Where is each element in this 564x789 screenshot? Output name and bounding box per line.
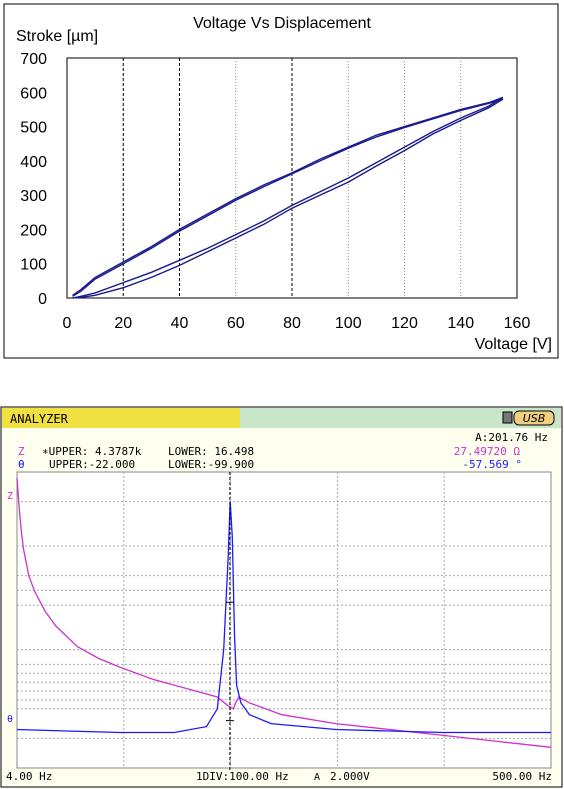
analyzer-header-right <box>240 408 561 428</box>
x-end-label: 500.00 Hz <box>492 770 552 783</box>
usb-indicator-icon <box>502 411 513 424</box>
y-tick-label: 400 <box>20 154 47 171</box>
y-tick-label: 500 <box>20 120 47 137</box>
theta-trace <box>16 501 551 734</box>
x-tick-label: 80 <box>283 315 301 332</box>
theta-axis-label: θ <box>7 714 13 725</box>
x-tick-label: 60 <box>227 315 245 332</box>
theta-label: θ <box>18 458 25 471</box>
x-tick-label: 100 <box>335 315 362 332</box>
x-tick-label: 40 <box>171 315 189 332</box>
voltage-label: 2.000V <box>330 770 370 783</box>
z-label: Z <box>18 445 25 458</box>
y-axis-label: Stroke [µm] <box>16 28 98 45</box>
chart-title: Voltage Vs Displacement <box>193 15 371 32</box>
y-tick-label: 0 <box>38 291 47 308</box>
analyzer-plot-area <box>16 471 552 769</box>
x-tick-label: 140 <box>447 315 474 332</box>
x-tick-label: 0 <box>63 315 72 332</box>
theta-value: -57.569 ° <box>462 458 522 471</box>
series-line-1 <box>72 96 504 296</box>
theta-upper: UPPER:-22.000 <box>49 458 135 471</box>
x-tick-label: 20 <box>114 315 132 332</box>
analyzer-panel: ANALYZER USB A:201.76 Hz Z ∗UPPER: 4.378… <box>0 406 563 788</box>
y-tick-label: 600 <box>20 85 47 102</box>
analyzer-title-bar <box>2 408 240 428</box>
marker-bottom-label: A <box>314 772 320 783</box>
x-tick-label: 120 <box>391 315 418 332</box>
z-upper: ∗UPPER: 4.3787k <box>42 445 142 458</box>
usb-badge <box>513 410 555 426</box>
z-axis-label: Z <box>7 491 13 502</box>
y-tick-label: 100 <box>20 257 47 274</box>
z-trace <box>16 477 552 748</box>
x-div-label: 1DIV:100.00 Hz <box>196 770 289 783</box>
z-lower: LOWER: 16.498 <box>168 445 254 458</box>
series-line-4 <box>72 98 504 299</box>
y-tick-label: 200 <box>20 222 47 239</box>
series-line-2 <box>72 98 504 297</box>
chart-frame <box>3 3 559 359</box>
usb-badge-label: USB <box>523 412 546 425</box>
y-tick-label: 300 <box>20 188 47 205</box>
analyzer-title: ANALYZER <box>10 412 69 426</box>
y-tick-label: 700 <box>20 51 47 68</box>
voltage-displacement-chart: Voltage Vs Displacement Stroke [µm] Volt… <box>3 3 559 359</box>
series-line-3 <box>72 96 504 299</box>
marker-readout: A:201.76 Hz <box>475 431 548 444</box>
x-tick-label: 160 <box>504 315 531 332</box>
theta-lower: LOWER:-99.900 <box>168 458 254 471</box>
z-value: 27.49720 Ω <box>454 445 521 458</box>
x-start-label: 4.00 Hz <box>6 770 52 783</box>
x-axis-label: Voltage [V] <box>475 336 552 353</box>
